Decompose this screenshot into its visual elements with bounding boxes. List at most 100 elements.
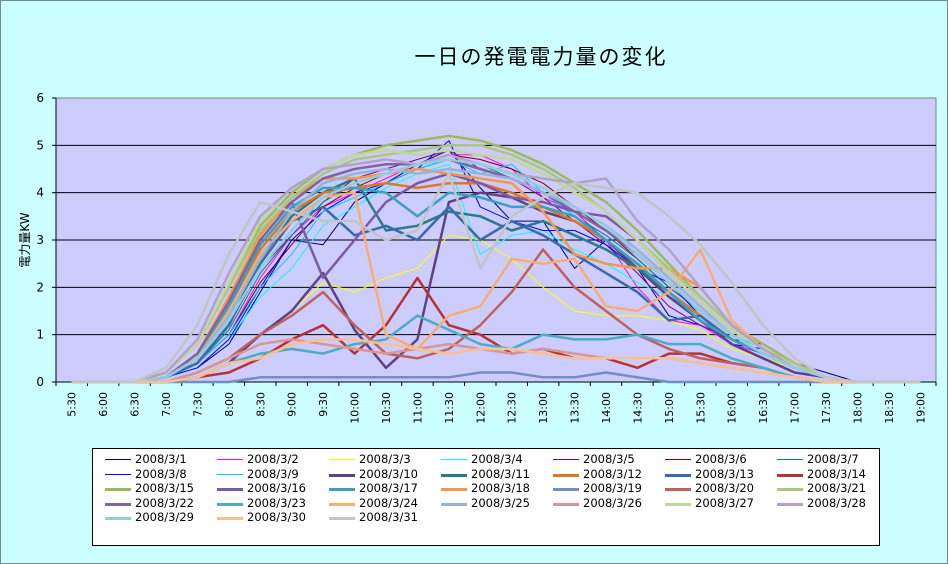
y-axis-label: 電力量KW [18,212,32,267]
legend-label: 2008/3/3 [359,452,411,466]
chart-title: 一日の発電電力量の変化 [414,45,668,69]
legend-label: 2008/3/20 [695,481,754,496]
x-tick-label: 13:00 [537,392,550,424]
legend-swatch [553,488,579,492]
x-tick-label: 18:00 [851,392,864,424]
legend-label: 2008/3/12 [583,466,642,481]
legend-swatch [553,473,579,477]
chart-legend: 2008/3/1 2008/3/2 2008/3/3 2008/3/4 2008/3/5… [92,448,880,546]
legend-swatch [665,473,691,477]
y-tick-label: 0 [36,375,44,389]
x-tick-label: 9:30 [317,392,330,417]
legend-swatch [329,488,355,492]
legend-label: 2008/3/30 [247,510,306,525]
legend-label: 2008/3/28 [807,495,866,510]
legend-label: 2008/3/24 [359,495,418,510]
legend-label: 2008/3/19 [583,481,642,496]
legend-swatch [665,502,691,506]
legend-label: 2008/3/5 [583,452,635,466]
legend-swatch [777,502,803,506]
x-tick-label: 11:30 [443,392,456,424]
x-tick-label: 18:30 [883,392,896,424]
x-tick-label: 17:00 [789,392,802,424]
x-tick-label: 10:00 [349,392,362,424]
legend-swatch [217,473,243,475]
x-tick-label: 7:00 [160,392,173,417]
x-tick-label: 6:30 [129,392,142,417]
legend-label: 2008/3/23 [247,495,306,510]
legend-label: 2008/3/29 [135,510,194,525]
legend-swatch [441,473,467,477]
legend-label: 2008/3/22 [135,495,194,510]
legend-swatch [217,459,243,460]
legend-label: 2008/3/31 [359,510,418,525]
legend-swatch [665,459,691,460]
legend-label: 2008/3/15 [135,481,194,496]
legend-swatch [441,502,467,506]
legend-label: 2008/3/11 [471,466,530,481]
legend-label: 2008/3/21 [807,481,866,496]
legend-label: 2008/3/2 [247,452,299,466]
legend-swatch [105,459,131,460]
x-tick-label: 13:30 [569,392,582,424]
legend-swatch [217,517,243,521]
legend-swatch [217,502,243,506]
x-tick-label: 14:00 [600,392,613,424]
x-tick-label: 8:30 [254,392,267,417]
legend-swatch [329,473,355,477]
x-tick-label: 14:30 [631,392,644,424]
series-line [71,172,921,384]
y-tick-label: 1 [36,328,44,342]
x-tick-label: 15:00 [663,392,676,424]
legend-swatch [553,502,579,506]
legend-label: 2008/3/9 [247,466,299,481]
x-tick-label: 16:30 [757,392,770,424]
y-tick-label: 5 [36,138,44,152]
x-tick-label: 9:00 [286,392,299,417]
legend-swatch [217,488,243,492]
legend-swatch [665,488,691,492]
legend-swatch [105,488,131,492]
legend-swatch [329,517,355,521]
x-tick-label: 15:30 [694,392,707,424]
x-tick-label: 16:00 [726,392,739,424]
legend-label: 2008/3/7 [807,452,859,466]
x-tick-label: 17:30 [820,392,833,424]
legend-label: 2008/3/6 [695,452,747,466]
legend-swatch [777,459,803,460]
legend-swatch [441,488,467,492]
legend-swatch [777,488,803,492]
legend-swatch [105,473,131,475]
legend-label: 2008/3/27 [695,495,754,510]
legend-label: 2008/3/10 [359,466,418,481]
legend-swatch [105,517,131,521]
legend-swatch [329,459,355,460]
legend-label: 2008/3/4 [471,452,523,466]
x-tick-label: 11:00 [411,392,424,424]
x-tick-label: 19:00 [914,392,927,424]
x-tick-label: 5:30 [66,392,79,417]
legend-label: 2008/3/14 [807,466,866,481]
legend-label: 2008/3/13 [695,466,754,481]
legend-swatch [329,502,355,506]
x-tick-label: 10:30 [380,392,393,424]
y-tick-label: 2 [36,280,44,294]
legend-swatch [553,459,579,460]
x-tick-label: 12:30 [506,392,519,424]
legend-label: 2008/3/25 [471,495,530,510]
x-tick-label: 12:00 [474,392,487,424]
series-line [71,338,921,384]
series-line [71,371,921,384]
legend-label: 2008/3/26 [583,495,642,510]
legend-swatch [105,502,131,506]
y-tick-label: 4 [36,186,44,200]
legend-swatch [441,459,467,460]
series-line [71,158,921,384]
x-tick-label: 7:30 [191,392,204,417]
x-tick-label: 8:00 [223,392,236,417]
legend-label: 2008/3/1 [135,452,187,466]
y-tick-label: 3 [36,233,44,247]
legend-label: 2008/3/8 [135,466,187,481]
